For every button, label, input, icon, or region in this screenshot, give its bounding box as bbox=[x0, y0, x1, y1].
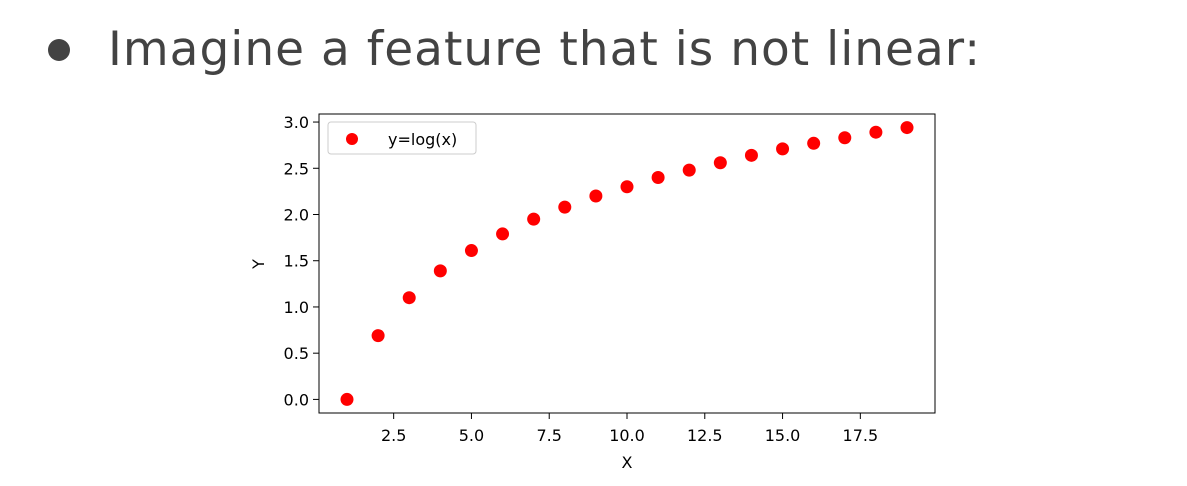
x-axis-label: X bbox=[622, 453, 633, 472]
plot-frame bbox=[318, 113, 936, 414]
data-point bbox=[900, 121, 914, 135]
data-point bbox=[402, 291, 416, 305]
bullet-item: Imagine a feature that is not linear: bbox=[48, 22, 981, 77]
x-tick-label: 5.0 bbox=[459, 426, 484, 445]
data-point bbox=[838, 131, 852, 145]
data-point bbox=[869, 125, 883, 139]
data-point bbox=[651, 171, 665, 185]
data-point bbox=[527, 212, 541, 226]
legend-label: y=log(x) bbox=[388, 130, 457, 149]
y-tick-label: 1.5 bbox=[284, 252, 309, 271]
data-point bbox=[558, 200, 572, 214]
x-tick-label: 12.5 bbox=[687, 426, 723, 445]
legend-box bbox=[327, 121, 477, 155]
x-tick-label: 10.0 bbox=[609, 426, 645, 445]
data-point bbox=[744, 148, 758, 162]
data-point bbox=[496, 227, 510, 241]
legend: y=log(x) bbox=[327, 121, 477, 155]
y-tick-label: 0.0 bbox=[284, 390, 309, 409]
x-tick-label: 2.5 bbox=[381, 426, 406, 445]
y-tick-label: 2.0 bbox=[284, 205, 309, 224]
data-point bbox=[807, 136, 821, 150]
x-tick-label: 17.5 bbox=[843, 426, 879, 445]
ticks-layer: 2.5 5.0 7.5 10.0 12.5 15.0 17.5 0.0 0.5 1.0 1.5 2.0… bbox=[284, 113, 879, 445]
data-point bbox=[433, 264, 447, 278]
data-point bbox=[713, 156, 727, 170]
data-point bbox=[464, 244, 478, 258]
y-tick-label: 2.5 bbox=[284, 159, 309, 178]
data-point bbox=[776, 142, 790, 156]
points-layer bbox=[340, 121, 914, 406]
bullet-text: Imagine a feature that is not linear: bbox=[108, 22, 982, 77]
x-tick-label: 15.0 bbox=[765, 426, 801, 445]
data-point bbox=[340, 392, 354, 406]
bullet-dot-icon bbox=[48, 38, 70, 61]
data-point bbox=[371, 329, 385, 343]
y-tick-label: 1.0 bbox=[284, 298, 309, 317]
y-tick-label: 0.5 bbox=[284, 344, 309, 363]
data-point bbox=[589, 189, 603, 203]
data-point bbox=[620, 180, 634, 194]
y-axis-label: Y bbox=[249, 259, 268, 270]
x-tick-label: 7.5 bbox=[536, 426, 561, 445]
y-tick-label: 3.0 bbox=[284, 113, 309, 132]
data-point bbox=[682, 163, 696, 177]
legend-marker bbox=[346, 133, 358, 145]
